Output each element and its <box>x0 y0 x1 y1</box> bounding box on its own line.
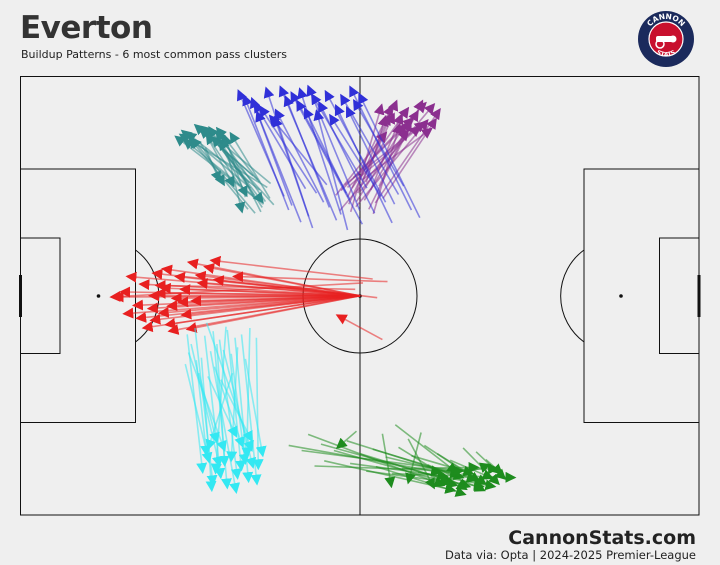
pass-arrow <box>205 372 234 451</box>
page-subtitle: Buildup Patterns - 6 most common pass cl… <box>21 48 288 61</box>
pass-arrow <box>154 280 356 292</box>
pass-arrow <box>207 376 238 438</box>
pass-clusters <box>109 84 517 497</box>
pass-cluster-3 <box>236 84 421 231</box>
pass-arrow <box>184 363 213 464</box>
pass-arrow <box>221 147 248 198</box>
pass-arrow <box>226 152 246 214</box>
right-penalty-spot <box>619 294 623 298</box>
pass-arrow <box>203 335 226 480</box>
right-six-yard-box <box>659 237 700 354</box>
left-penalty-spot <box>96 294 101 298</box>
pass-arrow <box>122 295 360 319</box>
pass-arrow <box>318 100 376 214</box>
pass-arrow <box>297 87 342 215</box>
pass-arrow <box>417 471 497 491</box>
pass-arrow <box>278 85 338 221</box>
pass-cluster-4 <box>109 255 388 341</box>
pass-arrow <box>272 115 314 229</box>
pass-arrow <box>213 366 245 449</box>
pass-arrow <box>252 337 264 471</box>
pass-arrow <box>226 347 239 463</box>
pass-arrow <box>209 255 373 280</box>
pass-arrow <box>335 314 383 341</box>
pass-arrow <box>348 113 391 205</box>
logo-top-text: CANNON <box>645 12 687 28</box>
pass-arrow <box>215 126 261 183</box>
pass-arrow <box>242 94 290 211</box>
pass-arrow <box>329 113 382 197</box>
pass-arrow <box>209 351 241 495</box>
brand-text: CannonStats.com <box>508 527 696 549</box>
pass-arrow <box>164 295 360 329</box>
pass-arrow <box>185 295 360 333</box>
svg-text:CANNON: CANNON <box>645 12 687 28</box>
pass-arrow <box>220 379 253 443</box>
right-penalty-box <box>583 168 700 423</box>
pass-cluster-1 <box>174 123 275 214</box>
pass-arrow <box>244 358 267 458</box>
pass-arrow <box>200 357 217 493</box>
svg-text:STATS: STATS <box>655 49 676 59</box>
pass-arrow <box>334 104 393 224</box>
pass-arrow <box>313 109 349 231</box>
pass-arrow <box>446 462 492 481</box>
pass-arrow <box>112 291 360 303</box>
pass-arrow <box>166 295 360 312</box>
pass-cluster-5 <box>184 322 267 495</box>
pass-arrow <box>485 458 504 475</box>
pass-arrow <box>194 270 378 299</box>
pass-arrow <box>288 444 443 477</box>
left-penalty-box <box>20 168 136 423</box>
right-penalty-arc <box>560 249 585 343</box>
pass-arrow <box>405 432 422 485</box>
pass-arrow <box>362 112 395 180</box>
pass-arrow <box>205 322 254 453</box>
pass-arrow <box>394 424 459 474</box>
pass-arrow <box>240 334 262 486</box>
pass-arrow <box>290 91 364 225</box>
pass-arrow <box>253 101 307 190</box>
pass-arrow <box>203 263 360 297</box>
cannonstats-logo: CANNON STATS <box>638 11 694 67</box>
pass-arrow <box>179 284 360 297</box>
pass-arrow <box>375 465 467 497</box>
pass-arrow <box>255 110 302 223</box>
pass-cluster-6 <box>288 424 517 497</box>
pass-arrow <box>366 470 485 491</box>
pass-arrow <box>149 295 360 325</box>
pass-arrow <box>204 147 221 183</box>
pass-arrow <box>355 122 407 203</box>
page-title: Everton <box>20 10 153 46</box>
pass-arrow <box>382 117 437 199</box>
pass-arrow <box>274 108 325 203</box>
pass-arrow <box>335 430 358 449</box>
pass-arrow <box>232 271 388 283</box>
pass-arrow <box>339 129 410 212</box>
left-six-yard-box <box>20 237 61 354</box>
pass-arrow <box>210 326 227 475</box>
pass-arrow <box>407 438 435 490</box>
pass-arrow <box>353 98 405 187</box>
source-text: Data via: Opta | 2024-2025 Premier-Leagu… <box>444 548 696 562</box>
pass-arrow <box>109 282 364 302</box>
pass-arrow <box>207 137 235 188</box>
pass-arrow <box>381 433 396 489</box>
pass-arrow <box>346 106 396 205</box>
pass-arrow <box>358 92 421 219</box>
logo-bottom-text: STATS <box>655 49 676 59</box>
pass-arrow <box>306 84 361 211</box>
pass-arrow <box>182 138 265 205</box>
